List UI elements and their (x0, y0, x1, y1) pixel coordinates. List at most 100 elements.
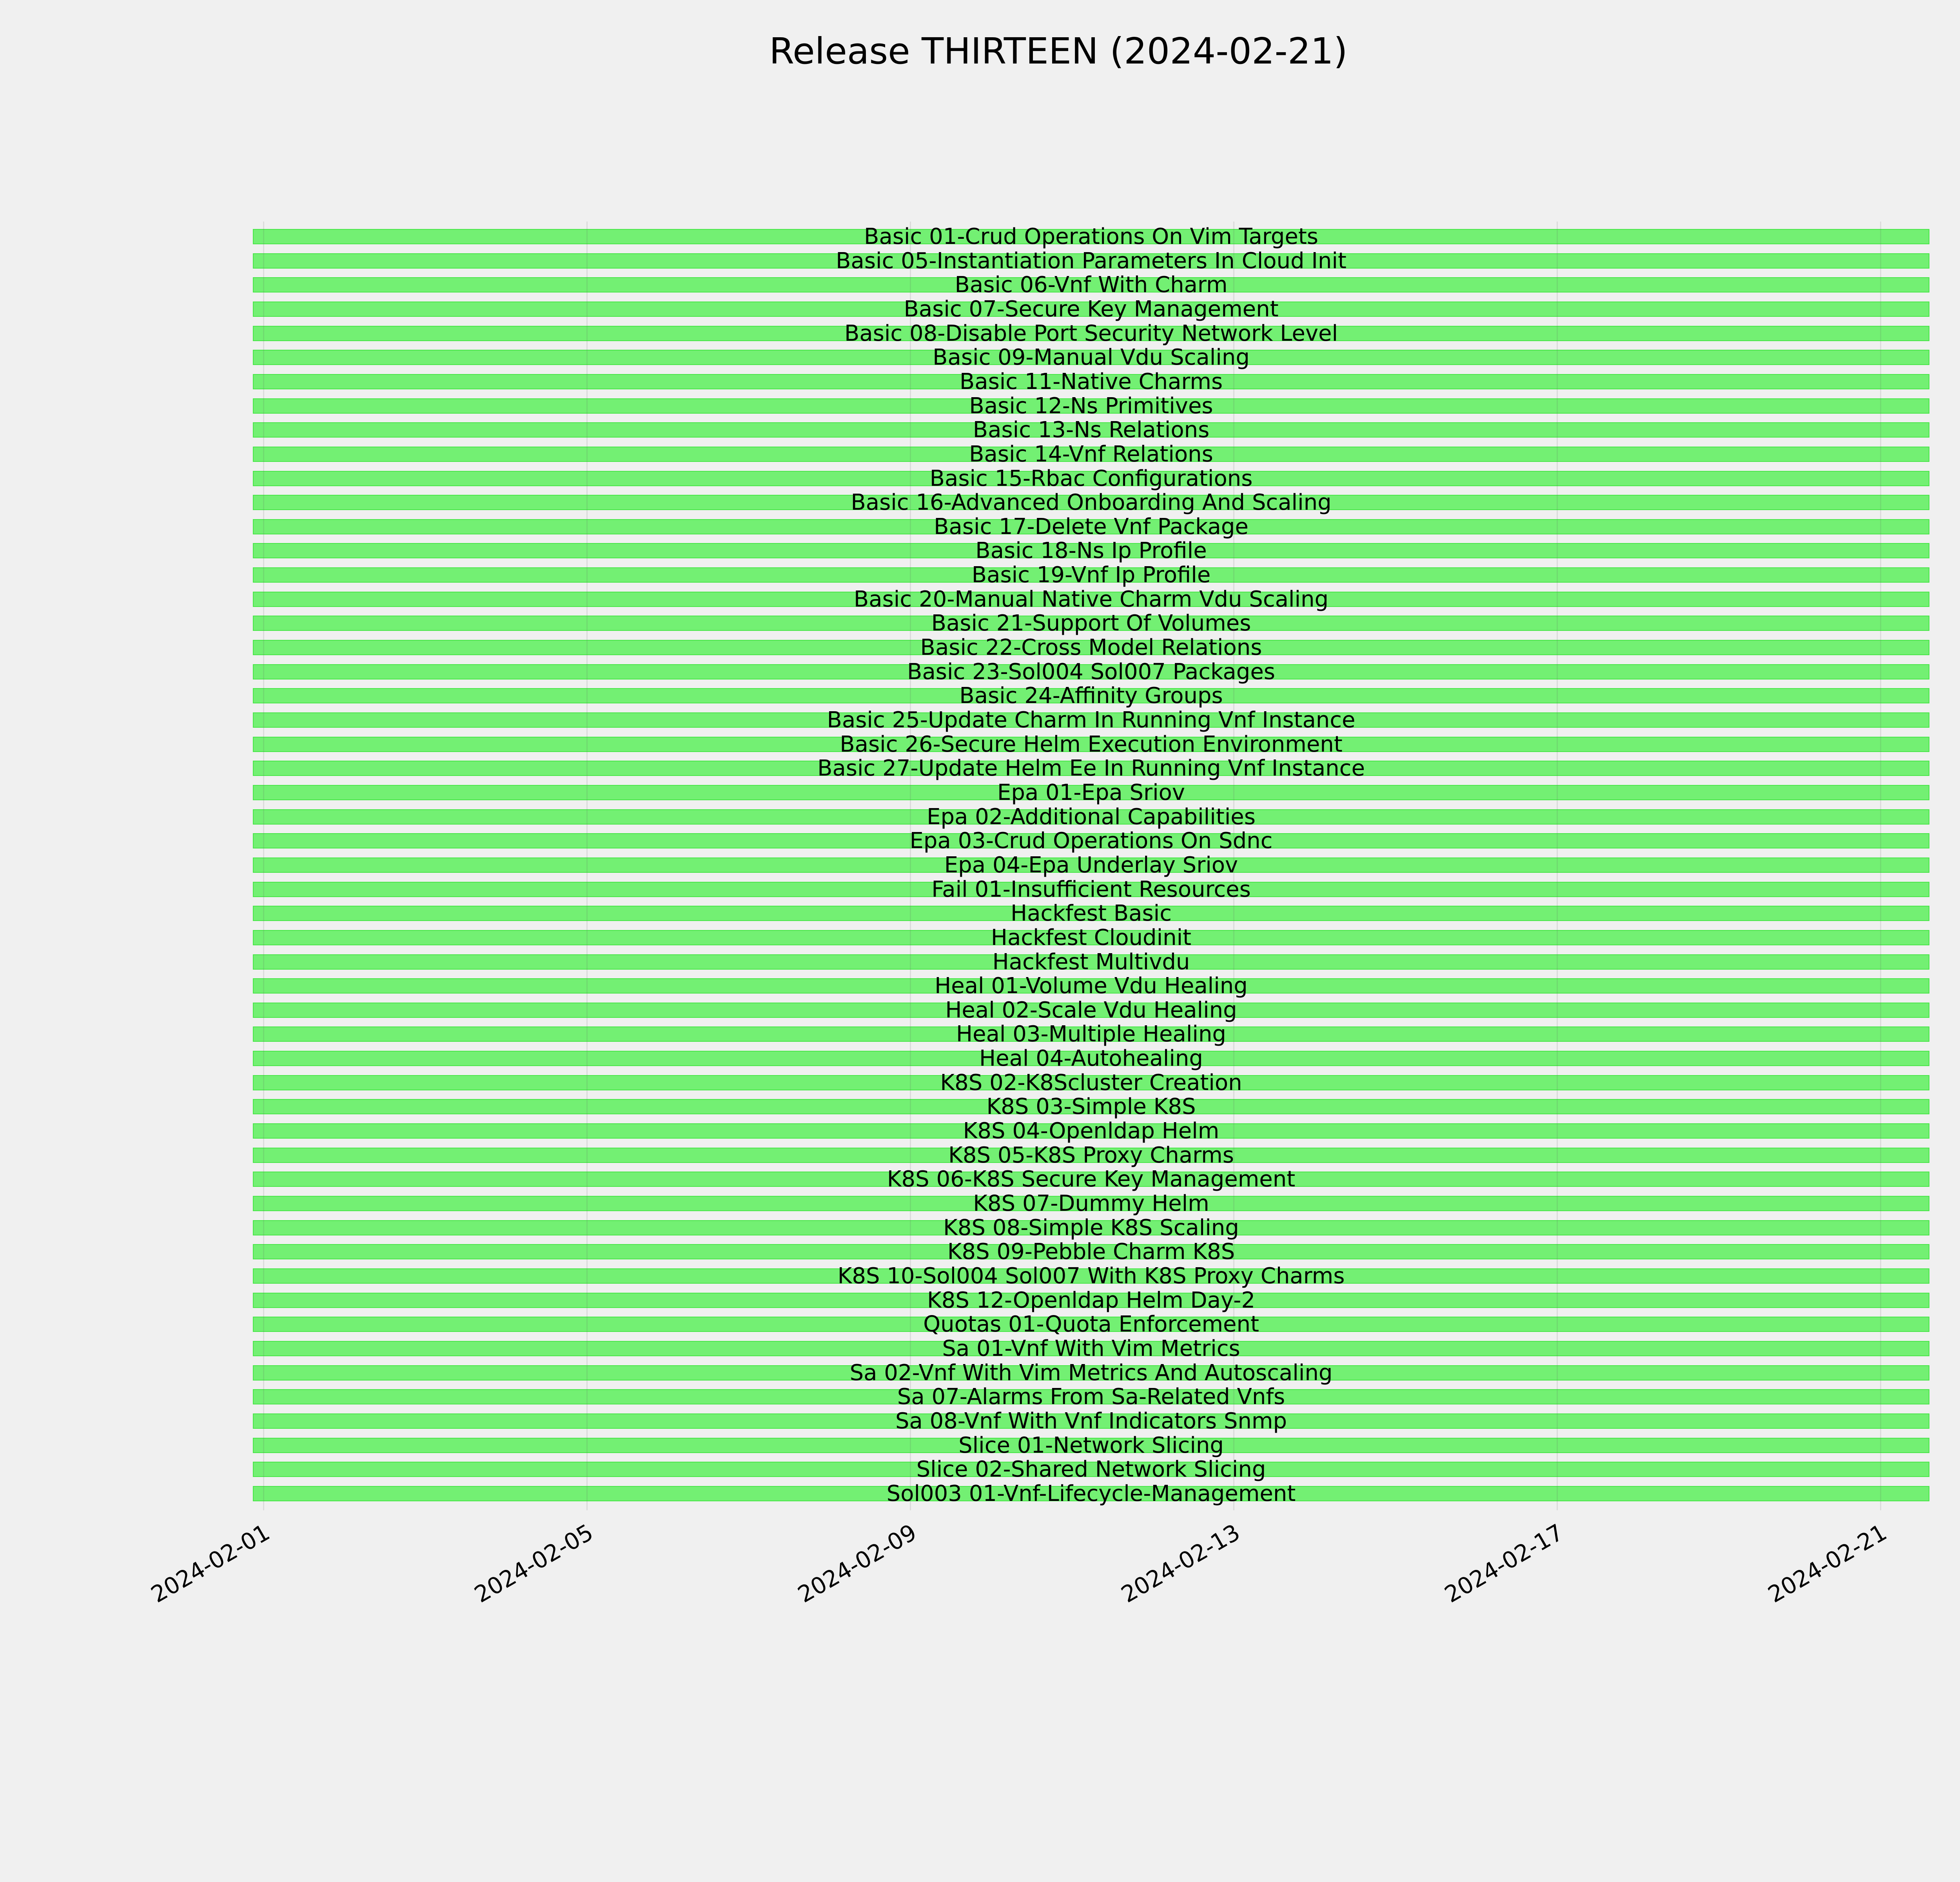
gantt-bar: K8S 10-Sol004 Sol007 With K8S Proxy Char… (253, 1263, 1929, 1289)
task-label: Basic 01-Crud Operations On Vim Targets (864, 223, 1318, 249)
gantt-bar: Basic 08-Disable Port Security Network L… (253, 322, 1929, 344)
task-label: Basic 23-Sol004 Sol007 Packages (907, 659, 1275, 685)
gantt-bar: Heal 03-Multiple Healing (253, 1023, 1929, 1045)
gantt-bar: K8S 09-Pebble Charm K8S (253, 1241, 1929, 1263)
task-label: Basic 08-Disable Port Security Network L… (844, 320, 1338, 346)
task-label: K8S 05-K8S Proxy Charms (948, 1142, 1234, 1168)
gantt-bar: Basic 23-Sol004 Sol007 Packages (253, 661, 1929, 683)
task-label: Basic 06-Vnf With Charm (955, 272, 1228, 298)
gridline (1233, 222, 1234, 1510)
gantt-bar: Basic 20-Manual Native Charm Vdu Scaling (253, 586, 1929, 612)
gantt-bar: Basic 24-Affinity Groups (253, 685, 1929, 707)
x-tick-label: 2024-02-21 (1763, 1519, 1891, 1608)
task-label: Epa 04-Epa Underlay Sriov (944, 852, 1238, 878)
gantt-bar: Heal 01-Volume Vdu Healing (253, 975, 1929, 997)
gridline (1557, 222, 1558, 1510)
gantt-bar: Sa 02-Vnf With Vim Metrics And Autoscali… (253, 1362, 1929, 1384)
gantt-bar: K8S 04-Openldap Helm (253, 1118, 1929, 1144)
gantt-bar: Hackfest Basic (253, 902, 1929, 924)
task-label: K8S 03-Simple K8S (986, 1094, 1196, 1119)
gantt-bar: Heal 02-Scale Vdu Healing (253, 999, 1929, 1021)
task-label: Hackfest Cloudinit (991, 925, 1192, 950)
task-label: K8S 06-K8S Secure Key Management (887, 1166, 1296, 1192)
x-tick-label: 2024-02-09 (793, 1519, 921, 1608)
gantt-bar: Basic 18-Ns Ip Profile (253, 540, 1929, 561)
gantt-bar: Basic 26-Secure Helm Execution Environme… (253, 733, 1929, 755)
gantt-bar: Epa 03-Crud Operations On Sdnc (253, 830, 1929, 852)
x-tick-label: 2024-02-13 (1116, 1519, 1245, 1608)
task-label: Basic 12-Ns Primitives (969, 393, 1213, 419)
gantt-bar: Basic 13-Ns Relations (253, 417, 1929, 443)
task-label: K8S 08-Simple K8S Scaling (943, 1215, 1239, 1241)
gantt-bar: Epa 01-Epa Sriov (253, 781, 1929, 803)
gantt-bar: Hackfest Cloudinit (253, 926, 1929, 948)
gantt-bar: Basic 11-Native Charms (253, 371, 1929, 392)
task-label: Fail 01-Insufficient Resources (931, 876, 1251, 902)
gantt-bar: Basic 07-Secure Key Management (253, 298, 1929, 320)
task-label: K8S 02-K8Scluster Creation (940, 1070, 1242, 1095)
gantt-bar: Slice 02-Shared Network Slicing (253, 1458, 1929, 1480)
task-label: Sa 08-Vnf With Vnf Indicators Snmp (895, 1408, 1287, 1434)
task-label: Basic 17-Delete Vnf Package (934, 514, 1249, 540)
gridline (586, 222, 588, 1510)
gantt-bar: Fail 01-Insufficient Resources (253, 878, 1929, 900)
task-label: K8S 12-Openldap Helm Day-2 (927, 1287, 1255, 1313)
task-label: Epa 01-Epa Sriov (997, 779, 1185, 805)
gantt-bar: K8S 05-K8S Proxy Charms (253, 1144, 1929, 1166)
gantt-bar: Slice 01-Network Slicing (253, 1434, 1929, 1456)
task-label: Basic 25-Update Charm In Running Vnf Ins… (827, 707, 1356, 733)
task-label: K8S 04-Openldap Helm (963, 1118, 1220, 1144)
task-label: Basic 20-Manual Native Charm Vdu Scaling (853, 586, 1329, 612)
x-tick-label: 2024-02-17 (1440, 1519, 1568, 1608)
task-label: Basic 22-Cross Model Relations (920, 634, 1262, 660)
gantt-bar: Sol003 01-Vnf-Lifecycle-Management (253, 1482, 1929, 1504)
gantt-bar: Basic 09-Manual Vdu Scaling (253, 346, 1929, 368)
task-label: Slice 01-Network Slicing (958, 1432, 1224, 1458)
x-tick-label: 2024-02-01 (146, 1519, 274, 1608)
gantt-bar: Basic 22-Cross Model Relations (253, 636, 1929, 658)
gridline (1880, 222, 1881, 1510)
task-label: Basic 15-Rbac Configurations (929, 465, 1253, 491)
x-tick-label: 2024-02-05 (470, 1519, 598, 1608)
task-label: Basic 13-Ns Relations (973, 417, 1210, 443)
gantt-bar: Basic 06-Vnf With Charm (253, 274, 1929, 296)
task-label: K8S 07-Dummy Helm (973, 1190, 1209, 1216)
gantt-bar: Epa 04-Epa Underlay Sriov (253, 852, 1929, 878)
gridline (910, 222, 911, 1510)
gantt-bar: Quotas 01-Quota Enforcement (253, 1313, 1929, 1335)
gantt-bar: Basic 12-Ns Primitives (253, 393, 1929, 419)
task-label: Heal 04-Autohealing (979, 1045, 1203, 1071)
task-label: Heal 02-Scale Vdu Healing (945, 997, 1237, 1023)
gridline (263, 222, 264, 1510)
gantt-bar: K8S 08-Simple K8S Scaling (253, 1217, 1929, 1239)
gantt-bar: Basic 21-Support Of Volumes (253, 612, 1929, 634)
task-label: Epa 02-Additional Capabilities (927, 804, 1256, 830)
gantt-bar: K8S 02-K8Scluster Creation (253, 1072, 1929, 1094)
gantt-bar: Sa 07-Alarms From Sa-Related Vnfs (253, 1386, 1929, 1408)
task-label: Epa 03-Crud Operations On Sdnc (909, 828, 1273, 854)
gantt-bar: Basic 27-Update Helm Ee In Running Vnf I… (253, 755, 1929, 781)
gantt-bar: Basic 01-Crud Operations On Vim Targets (253, 225, 1929, 247)
gantt-bar: K8S 03-Simple K8S (253, 1095, 1929, 1117)
task-label: K8S 09-Pebble Charm K8S (947, 1239, 1235, 1264)
gantt-bar: Hackfest Multivdu (253, 951, 1929, 973)
task-label: Basic 24-Affinity Groups (959, 683, 1223, 708)
gantt-bar: K8S 06-K8S Secure Key Management (253, 1168, 1929, 1190)
gantt-bar: Basic 15-Rbac Configurations (253, 467, 1929, 489)
task-label: Basic 18-Ns Ip Profile (975, 538, 1207, 563)
task-label: Slice 02-Shared Network Slicing (916, 1456, 1266, 1482)
task-label: Sa 01-Vnf With Vim Metrics (942, 1335, 1240, 1361)
task-label: Quotas 01-Quota Enforcement (923, 1311, 1259, 1337)
task-label: Basic 26-Secure Helm Execution Environme… (840, 731, 1343, 757)
gantt-bar: Basic 19-Vnf Ip Profile (253, 564, 1929, 586)
task-label: Basic 14-Vnf Relations (969, 441, 1213, 467)
gantt-bar: Basic 25-Update Charm In Running Vnf Ins… (253, 707, 1929, 733)
gantt-bar: Epa 02-Additional Capabilities (253, 804, 1929, 830)
gantt-bar: Sa 08-Vnf With Vnf Indicators Snmp (253, 1408, 1929, 1434)
task-label: Basic 27-Update Helm Ee In Running Vnf I… (817, 755, 1365, 781)
task-label: K8S 10-Sol004 Sol007 With K8S Proxy Char… (837, 1263, 1345, 1289)
gantt-bar: Basic 17-Delete Vnf Package (253, 516, 1929, 538)
task-label: Basic 05-Instantiation Parameters In Clo… (836, 248, 1347, 274)
